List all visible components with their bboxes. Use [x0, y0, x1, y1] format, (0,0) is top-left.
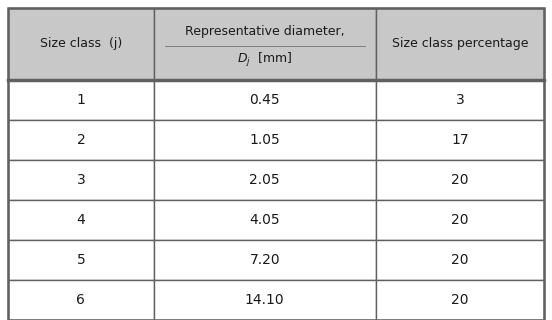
- Bar: [154, 240, 376, 280]
- Bar: [8, 240, 154, 280]
- Text: 1: 1: [77, 93, 86, 107]
- Text: 17: 17: [451, 133, 469, 147]
- Bar: [8, 8, 154, 80]
- Text: 5: 5: [77, 253, 85, 267]
- Text: 4.05: 4.05: [250, 213, 280, 227]
- Text: 0.45: 0.45: [250, 93, 280, 107]
- Bar: [154, 120, 376, 160]
- Bar: [8, 200, 154, 240]
- Bar: [154, 80, 376, 120]
- Bar: [8, 280, 154, 320]
- Bar: [376, 120, 544, 160]
- Text: 20: 20: [451, 173, 469, 187]
- Text: Representative diameter,: Representative diameter,: [185, 25, 344, 37]
- Text: 3: 3: [77, 173, 85, 187]
- Bar: [154, 280, 376, 320]
- Text: 20: 20: [451, 293, 469, 307]
- Bar: [8, 120, 154, 160]
- Bar: [376, 160, 544, 200]
- Text: 2: 2: [77, 133, 85, 147]
- Bar: [8, 80, 154, 120]
- Bar: [376, 200, 544, 240]
- Text: 2.05: 2.05: [250, 173, 280, 187]
- Text: 20: 20: [451, 253, 469, 267]
- Text: 6: 6: [77, 293, 86, 307]
- Text: 3: 3: [455, 93, 464, 107]
- Bar: [8, 160, 154, 200]
- Bar: [376, 80, 544, 120]
- Bar: [154, 200, 376, 240]
- Text: Size class  (j): Size class (j): [40, 37, 122, 51]
- Text: 7.20: 7.20: [250, 253, 280, 267]
- Bar: [376, 280, 544, 320]
- Text: 20: 20: [451, 213, 469, 227]
- Text: 14.10: 14.10: [245, 293, 285, 307]
- Text: Size class percentage: Size class percentage: [391, 37, 528, 51]
- Bar: [154, 8, 376, 80]
- Bar: [154, 160, 376, 200]
- Text: $D_j$  [mm]: $D_j$ [mm]: [237, 51, 293, 69]
- Text: 4: 4: [77, 213, 85, 227]
- Bar: [376, 8, 544, 80]
- Text: 1.05: 1.05: [250, 133, 280, 147]
- Bar: [376, 240, 544, 280]
